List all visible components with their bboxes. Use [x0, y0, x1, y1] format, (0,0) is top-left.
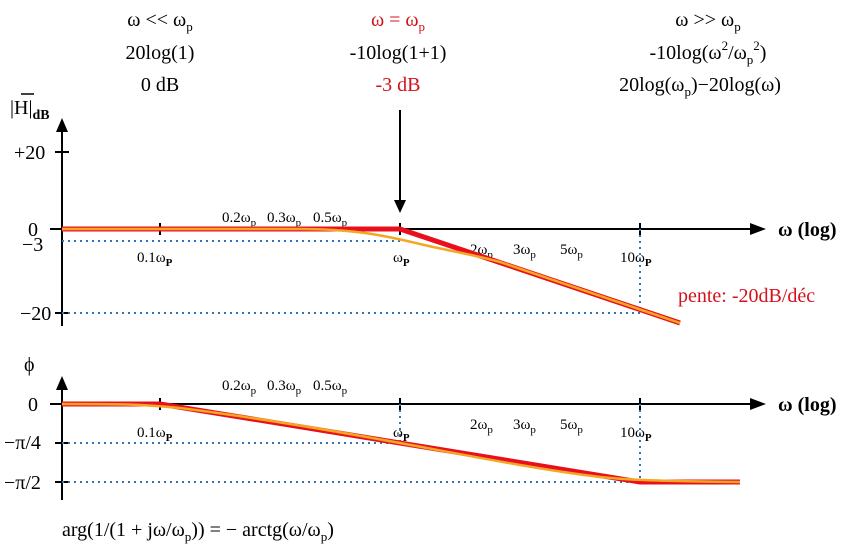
svg-text:0.2ωp: 0.2ωp [222, 210, 257, 229]
phase-ticks-below: 0.1ωP ωP 2ωp 3ωp 5ωp 10ωP [137, 417, 652, 444]
svg-text:0.5ωp: 0.5ωp [313, 378, 348, 397]
magnitude-y-tick-minus3: −3 [22, 234, 43, 256]
phase-y-tick-minus-pi-2: −π/2 [4, 472, 41, 494]
phase-plot: ϕ ω (log) 0 −π/4 −π/2 0.2ωp 0.3ωp 0.5ωp … [4, 354, 837, 544]
annotation-cutoff: ω = ωp -10log(1+1) -3 dB [350, 9, 447, 96]
low-freq-value: 0 dB [141, 74, 179, 96]
phase-ylabel: ϕ [24, 354, 35, 376]
high-freq-condition-sub: p [734, 19, 741, 34]
magnitude-ticks-below: 0.1ωP ωP 2ωp 3ωp 5ωp 10ωP [137, 242, 652, 269]
svg-text:ωP: ωP [393, 250, 410, 269]
phase-x-axis-label: ω (log) [778, 394, 837, 416]
svg-text:10ωP: 10ωP [620, 250, 652, 269]
svg-text:0.1ωP: 0.1ωP [137, 250, 173, 269]
low-freq-expression: 20log(1) [126, 42, 195, 64]
svg-text:2ωp: 2ωp [470, 417, 493, 436]
svg-text:0.1ωP: 0.1ωP [137, 425, 173, 444]
phase-formula: arg(1/(1 + jω/ωp)) = − arctg(ω/ωp) [62, 519, 334, 544]
magnitude-y-tick-0: 0 [28, 219, 38, 241]
annotation-high-frequency: ω >> ωp -10log(ω2/ωp2) 20log(ωp)−20log(ω… [619, 9, 781, 99]
low-freq-condition: ω << ω [127, 9, 186, 31]
magnitude-asymptote [62, 226, 681, 326]
magnitude-y-tick-plus20: +20 [14, 142, 45, 164]
magnitude-y-tick-minus20: −20 [20, 303, 51, 325]
slope-label: pente: -20dB/déc [678, 285, 815, 307]
magnitude-ticks-above: 0.2ωp 0.3ωp 0.5ωp [222, 210, 348, 229]
svg-text:0.3ωp: 0.3ωp [267, 210, 302, 229]
high-freq-condition: ω >> ω [675, 9, 734, 31]
svg-text:10ωP: 10ωP [620, 425, 652, 444]
low-freq-condition-sub: p [186, 19, 193, 34]
high-freq-asymptote: 20log(ωp)−20log(ω) [619, 74, 781, 99]
svg-text:0.5ωp: 0.5ωp [313, 210, 348, 229]
svg-text:5ωp: 5ωp [560, 242, 583, 261]
phase-ticks-above: 0.2ωp 0.3ωp 0.5ωp [222, 378, 348, 397]
svg-text:ω << ωp: ω << ωp [127, 9, 192, 34]
phase-y-tick-0: 0 [28, 394, 38, 416]
cutoff-expression: -10log(1+1) [350, 42, 447, 64]
magnitude-ylabel: |H|dB [10, 97, 50, 123]
magnitude-real-curve [62, 227, 681, 325]
magnitude-plot: |H|dB ω (log) +20 0 −3 −20 0.2ωp 0.3ωp 0… [10, 93, 837, 326]
svg-text:ω >> ωp: ω >> ωp [675, 9, 740, 34]
svg-text:0.2ωp: 0.2ωp [222, 378, 257, 397]
svg-text:ωP: ωP [393, 425, 410, 444]
svg-text:ω = ωp: ω = ωp [371, 9, 425, 34]
svg-text:3ωp: 3ωp [513, 417, 536, 436]
annotation-low-frequency: ω << ωp 20log(1) 0 dB [126, 9, 195, 96]
phase-y-tick-minus-pi-4: −π/4 [4, 432, 41, 454]
magnitude-x-axis-label: ω (log) [778, 219, 837, 241]
svg-text:3ωp: 3ωp [513, 242, 536, 261]
cutoff-condition: ω = ω [371, 9, 419, 31]
cutoff-arrow [394, 110, 406, 213]
svg-text:5ωp: 5ωp [560, 417, 583, 436]
cutoff-condition-sub: p [419, 19, 426, 34]
phase-real-curve [61, 402, 741, 484]
high-freq-expression: -10log(ω2/ωp2) [650, 38, 767, 67]
svg-text:0.3ωp: 0.3ωp [267, 378, 302, 397]
cutoff-value: -3 dB [376, 74, 421, 96]
